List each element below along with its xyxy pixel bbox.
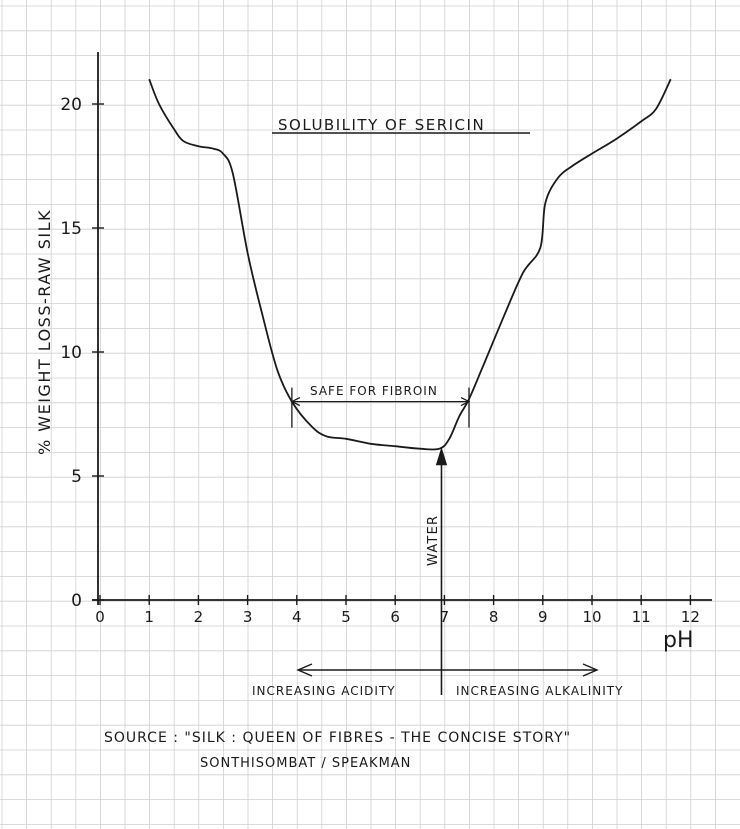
source-authors: SONTHISOMBAT / SPEAKMAN [200, 756, 411, 771]
source-caption: SOURCE : "SILK : QUEEN OF FIBRES - THE C… [104, 730, 571, 746]
increasing-acidity-label: INCREASING ACIDITY [252, 684, 396, 698]
increasing-alkalinity-label: INCREASING ALKALINITY [456, 684, 623, 698]
safe-range-arrow-left [290, 397, 301, 407]
axes [92, 52, 712, 605]
x-tick-label: 7 [440, 608, 450, 626]
x-tick-label: 6 [390, 608, 400, 626]
series-layer [148, 78, 672, 451]
x-tick-label: 0 [95, 608, 105, 626]
y-tick-label: 5 [71, 467, 82, 487]
y-axis-label: % WEIGHT LOSS-RAW SILK [35, 209, 54, 455]
acidity-arrow-head [296, 663, 313, 677]
y-tick-label: 15 [60, 219, 82, 239]
y-tick-label: 10 [60, 343, 82, 363]
x-tick-label: 10 [582, 608, 601, 626]
water-arrow-head [435, 447, 448, 466]
x-tick-label: 12 [681, 608, 700, 626]
x-axis-label: pH [663, 628, 694, 653]
x-tick-label: 4 [292, 608, 302, 626]
water-label: WATER [426, 515, 441, 566]
source-line-2: SONTHISOMBAT / SPEAKMAN [200, 756, 412, 771]
x-tick-label: 1 [144, 608, 154, 626]
x-tick-label: 5 [341, 608, 351, 626]
safe-for-fibroin-label: SAFE FOR FIBROIN [310, 384, 438, 398]
y-tick-label: 0 [71, 591, 82, 611]
y-tick-label: 20 [60, 95, 82, 115]
safe-range-arrow-right [460, 397, 471, 407]
x-tick-label: 2 [194, 608, 204, 626]
x-tick-label: 9 [538, 608, 548, 626]
x-tick-label: 8 [489, 608, 499, 626]
x-tick-label: 11 [632, 608, 651, 626]
annotations [290, 387, 599, 695]
chart-title: SOLUBILITY OF SERICIN [278, 116, 485, 134]
solubility-curve [148, 78, 672, 451]
x-tick-label: 3 [243, 608, 253, 626]
alkalinity-arrow-head [582, 663, 599, 677]
source-line-1: SOURCE : "SILK : QUEEN OF FIBRES - THE C… [104, 730, 572, 746]
